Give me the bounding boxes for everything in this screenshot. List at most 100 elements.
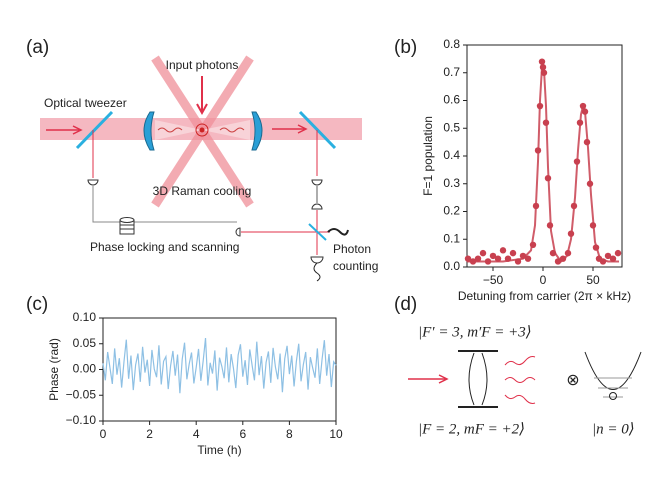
- data-point: [546, 222, 554, 229]
- data-point: [579, 102, 587, 110]
- data-point: [538, 58, 546, 65]
- y-tick-label: 0.6: [443, 93, 460, 107]
- emission: [504, 356, 536, 404]
- x-tick-label: 4: [193, 427, 200, 441]
- transition: [468, 352, 488, 406]
- data-point: [509, 249, 517, 257]
- x-axis-label: Detuning from carrier (2π × kHz): [458, 289, 631, 303]
- y-tick-label: 0.5: [443, 120, 460, 134]
- x-tick-label: 0: [540, 273, 547, 287]
- data-point: [479, 249, 487, 257]
- data-point: [576, 119, 584, 126]
- data-point: [532, 202, 540, 210]
- lens: [143, 111, 155, 151]
- label: Photon: [333, 242, 371, 256]
- state-label: |F = 2, mF = +2⟩: [418, 421, 525, 437]
- cable: [313, 262, 321, 282]
- label: Optical tweezer: [44, 96, 127, 110]
- tensor-symbol: ⊗: [566, 372, 579, 389]
- panel-label: (c): [26, 294, 48, 315]
- panel-label: (d): [394, 294, 417, 315]
- data-point: [570, 202, 578, 210]
- coupler: [311, 203, 323, 210]
- x-tick-label: 2: [146, 427, 153, 441]
- atom: [195, 123, 209, 137]
- y-tick-label: 0.2: [443, 204, 460, 218]
- y-tick-label: 0.1: [443, 231, 460, 245]
- panel-label: (b): [394, 37, 417, 58]
- arrow: [196, 103, 208, 116]
- data-point: [586, 180, 594, 187]
- label: counting: [333, 259, 378, 273]
- x-tick-label: 50: [586, 273, 600, 287]
- data-point: [589, 222, 597, 229]
- detector: [310, 256, 324, 264]
- x-tick-label: 0: [100, 427, 107, 441]
- coupler: [235, 227, 241, 237]
- data-point: [529, 241, 537, 248]
- label: 3D Raman cooling: [153, 184, 252, 198]
- y-tick-label: 0.3: [443, 176, 460, 190]
- data-point: [559, 255, 567, 262]
- data-point: [544, 175, 552, 182]
- state-label: |F′ = 3, m′F = +3⟩: [418, 324, 532, 340]
- fit-curve: [467, 60, 619, 263]
- atom: [609, 392, 617, 400]
- data-point: [534, 147, 542, 154]
- data-point: [604, 252, 612, 260]
- y-tick-label: 0.4: [443, 148, 460, 162]
- data-point: [573, 158, 581, 165]
- detector: [87, 179, 99, 186]
- data-point: [564, 249, 572, 257]
- detector: [311, 179, 323, 186]
- arrow: [438, 374, 449, 384]
- x-tick-label: 8: [286, 427, 293, 441]
- panel-label: (a): [26, 37, 49, 58]
- data-point: [567, 230, 575, 237]
- data-line: [102, 338, 337, 394]
- atom: [199, 127, 205, 133]
- data-point: [484, 258, 492, 265]
- x-tick-label: −50: [483, 273, 504, 287]
- data-point: [536, 102, 544, 110]
- photon-wave: [157, 127, 183, 133]
- data-point: [581, 108, 589, 115]
- fiber-end: [327, 228, 349, 236]
- data-point: [539, 63, 547, 71]
- focus: [202, 120, 250, 140]
- data-point: [599, 258, 607, 265]
- data-point: [504, 255, 512, 262]
- data-point: [614, 249, 622, 257]
- y-tick-label: −0.05: [66, 387, 97, 401]
- data-point: [549, 249, 557, 257]
- x-tick-label: 6: [239, 427, 246, 441]
- data-point: [519, 252, 527, 260]
- data-point: [464, 255, 472, 262]
- data-point: [609, 255, 617, 262]
- data-point: [524, 255, 532, 262]
- x-axis-label: Time (h): [197, 443, 241, 457]
- setup-diagram: Input photons Optical tweezer 3D Raman c…: [40, 55, 378, 282]
- level-diagram: |F′ = 3, m′F = +3⟩ |F = 2, mF = +2⟩ |n =…: [408, 324, 642, 437]
- y-axis-label: Phase (rad): [47, 338, 61, 401]
- arrow: [72, 125, 83, 135]
- y-tick-label: 0.00: [73, 362, 97, 376]
- y-tick-label: 0.0: [443, 259, 460, 273]
- focus: [155, 120, 202, 140]
- data-point: [592, 244, 600, 251]
- lens: [251, 111, 263, 151]
- data-point: [489, 252, 497, 260]
- data-point: [474, 255, 482, 262]
- y-tick-label: 0.8: [443, 37, 460, 51]
- trap-potential: [584, 351, 642, 390]
- y-tick-label: −0.10: [66, 413, 97, 427]
- plot-frame: [102, 317, 337, 422]
- mirror: [75, 110, 114, 150]
- arrow: [297, 124, 308, 134]
- state-label: |n = 0⟩: [592, 421, 635, 437]
- data-point: [583, 138, 591, 146]
- beam-splitter: [308, 223, 327, 241]
- fiber: [92, 186, 237, 223]
- y-tick-label: 0.7: [443, 65, 460, 79]
